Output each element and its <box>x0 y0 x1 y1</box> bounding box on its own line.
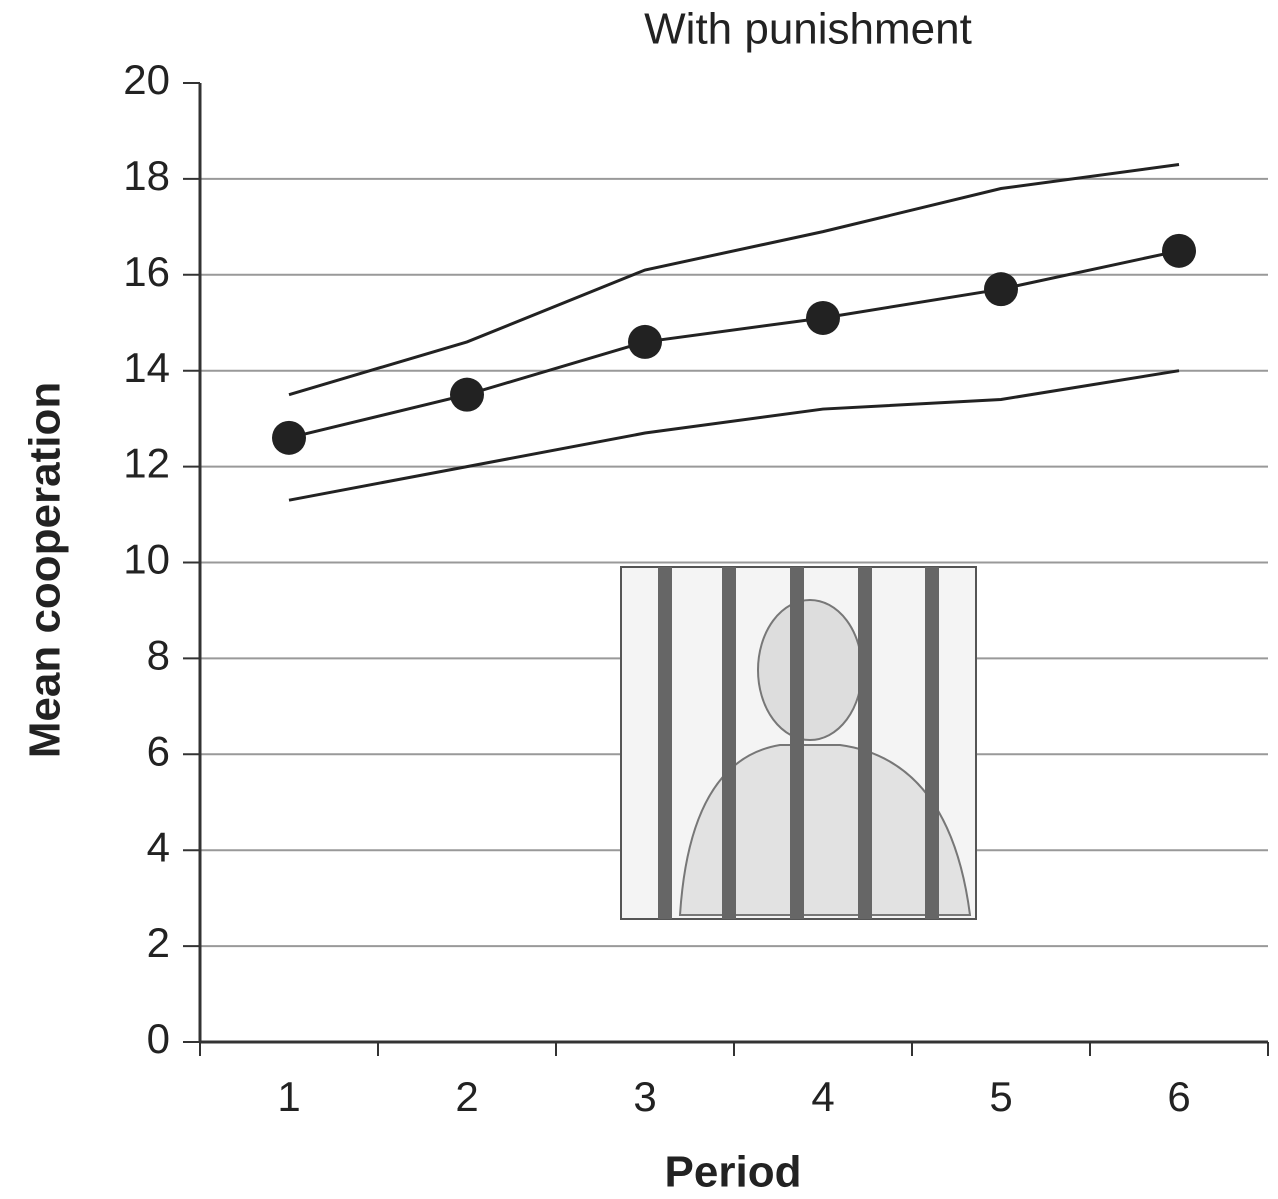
x-tick-label: 6 <box>1167 1073 1190 1120</box>
y-tick-label: 6 <box>147 727 170 774</box>
x-tick-label: 3 <box>633 1073 656 1120</box>
y-tick-label: 14 <box>123 344 170 391</box>
data-point <box>272 420 306 455</box>
x-tick-label: 4 <box>811 1073 834 1120</box>
illustration-body <box>678 744 972 916</box>
y-tick-label: 8 <box>147 631 170 678</box>
y-tick-label: 4 <box>147 823 170 870</box>
series-line <box>288 369 1180 502</box>
data-point <box>984 272 1018 307</box>
illustration-head <box>757 599 863 741</box>
x-axis-label: Period <box>665 1148 802 1197</box>
data-point <box>1162 233 1196 268</box>
y-tick-label: 2 <box>147 919 170 966</box>
series-line <box>288 249 1180 440</box>
x-tick-label: 1 <box>277 1073 300 1120</box>
illustration-bars <box>658 567 939 919</box>
prisoner-illustration <box>620 566 977 920</box>
y-tick-label: 20 <box>123 56 170 103</box>
chart-title: With punishment <box>644 5 972 54</box>
y-tick-label: 10 <box>123 536 170 583</box>
y-tick-label: 12 <box>123 440 170 487</box>
grid <box>200 177 1268 948</box>
data-point <box>628 324 662 359</box>
series-line <box>288 163 1180 397</box>
data-point <box>806 300 840 335</box>
x-tick-label: 2 <box>455 1073 478 1120</box>
data-point <box>450 377 484 412</box>
y-tick-label: 0 <box>147 1015 170 1062</box>
y-axis-label: Mean cooperation <box>21 382 70 759</box>
y-tick-label: 16 <box>123 248 170 295</box>
x-tick-label: 5 <box>989 1073 1012 1120</box>
y-tick-label: 18 <box>123 152 170 199</box>
